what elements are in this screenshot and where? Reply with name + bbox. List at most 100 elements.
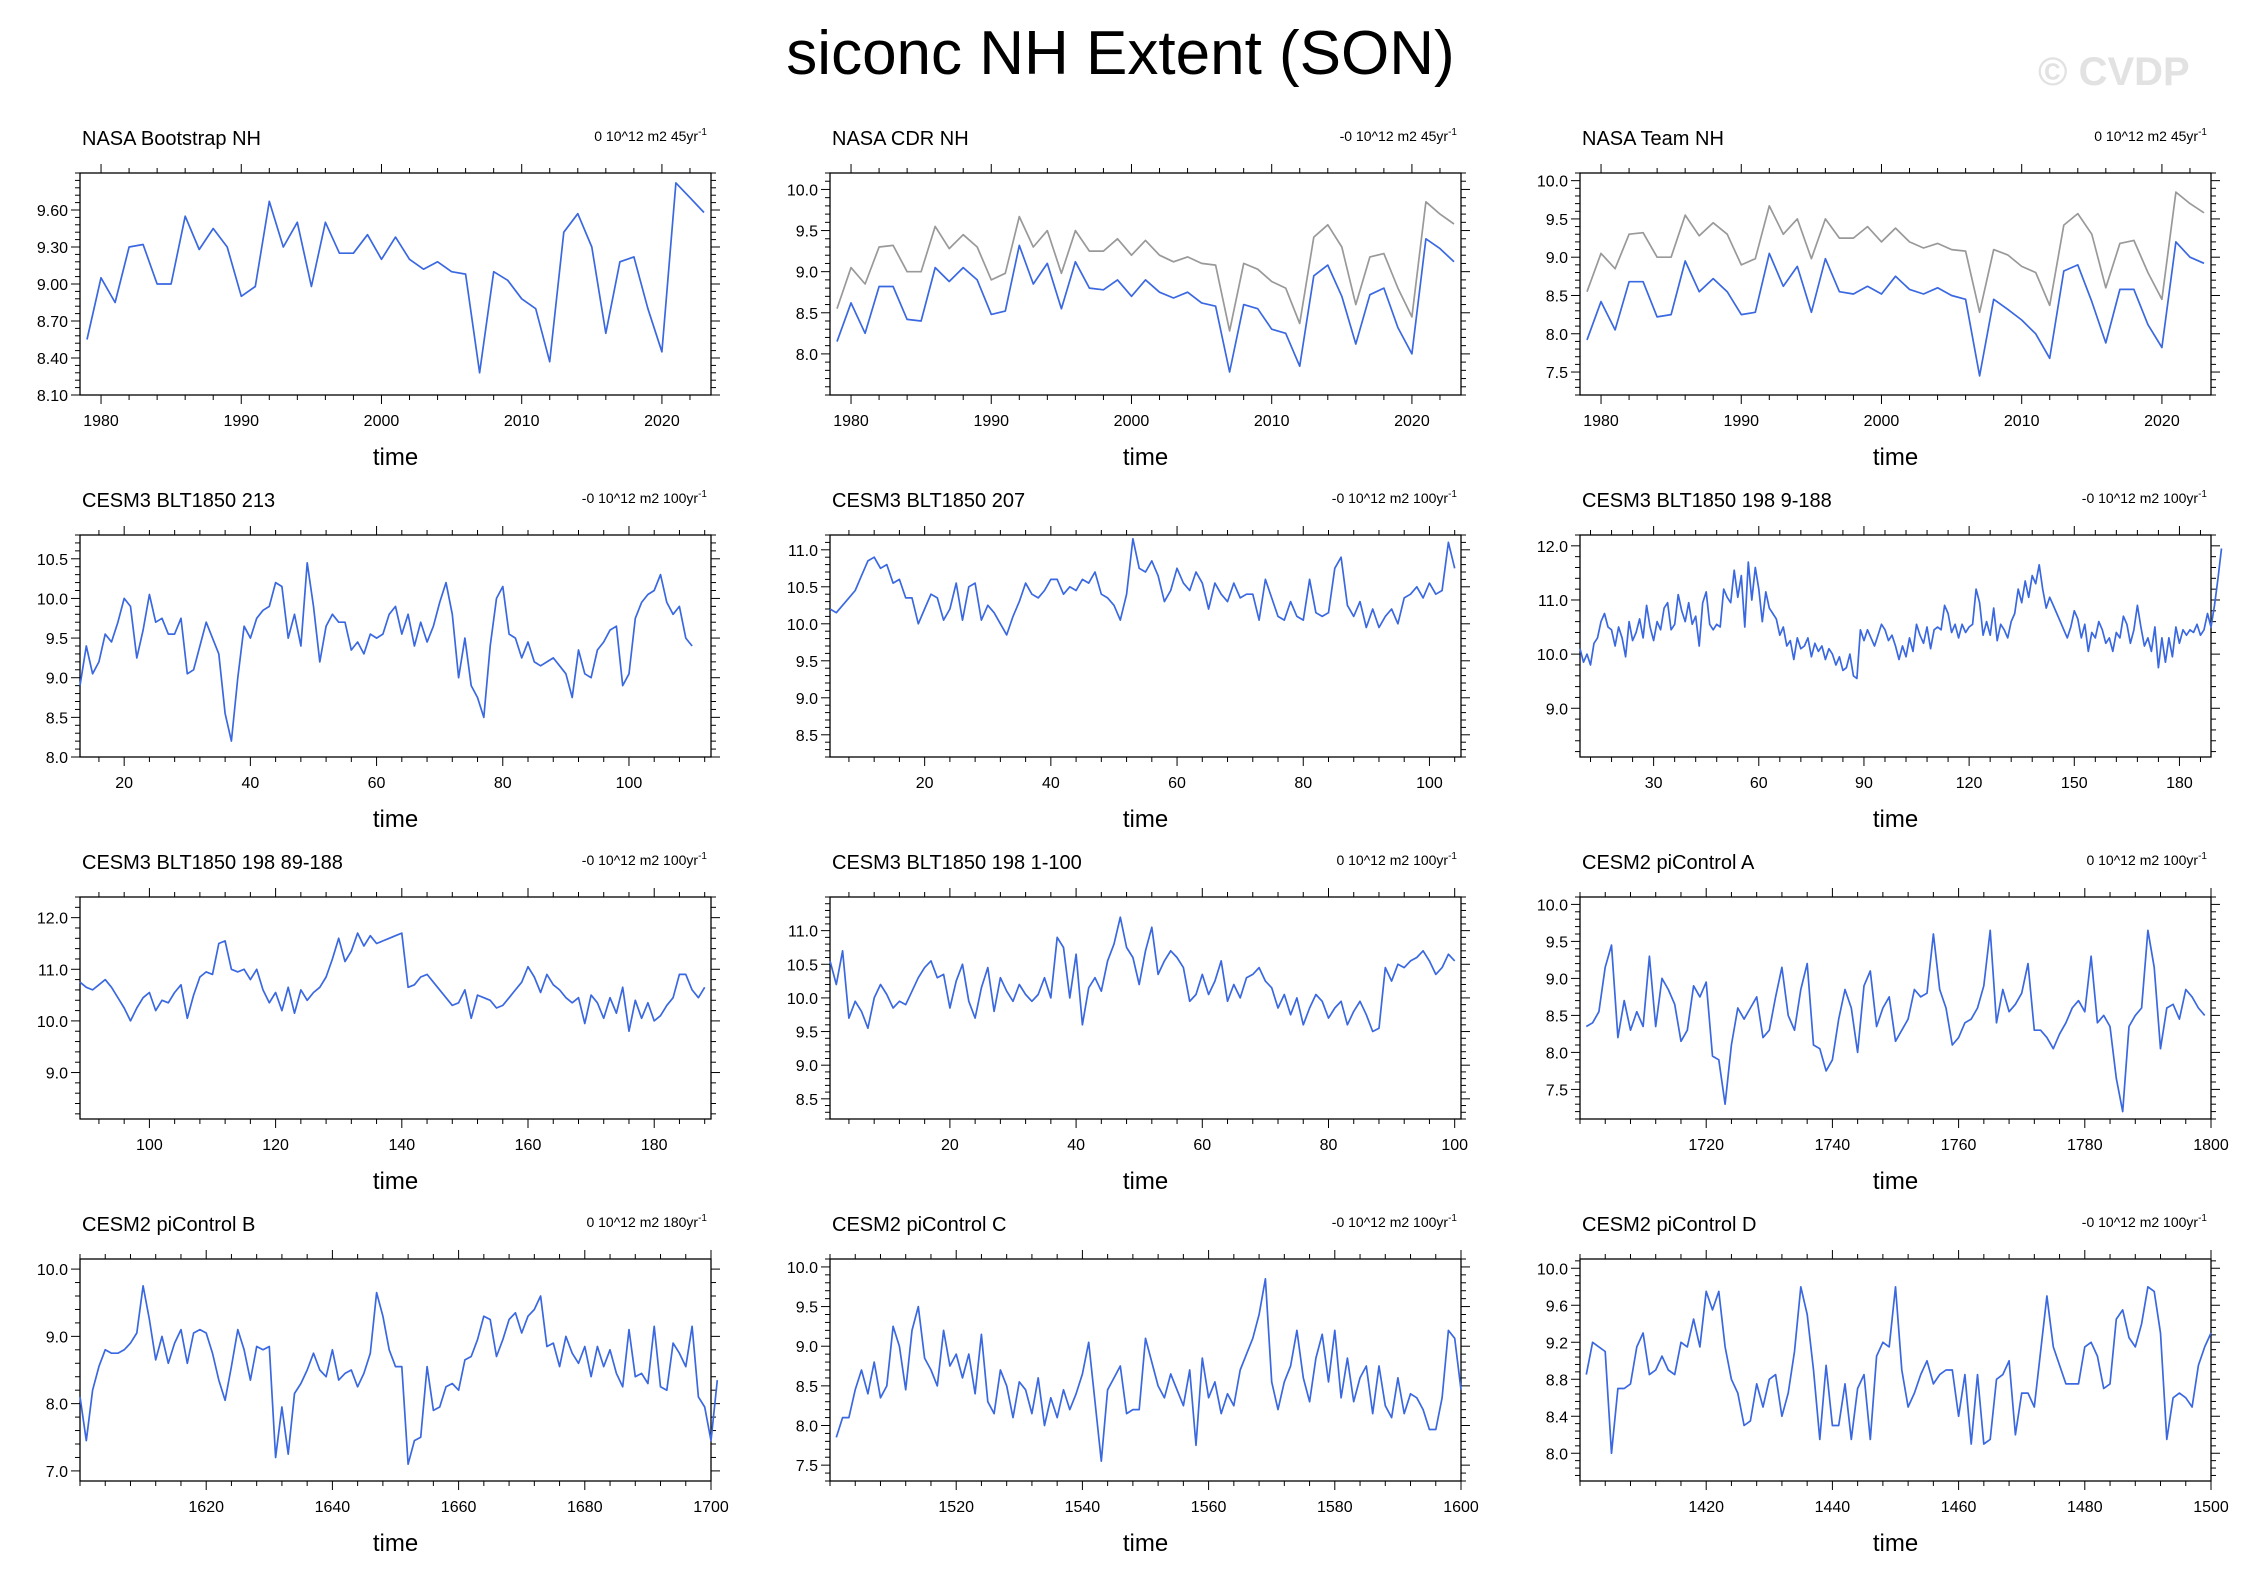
y-tick-label: 7.5 <box>796 1458 818 1475</box>
x-tick-label: 150 <box>2061 775 2088 792</box>
x-axis-label: time <box>373 806 418 833</box>
y-tick-label: 8.40 <box>37 351 68 368</box>
x-tick-label: 1660 <box>441 1499 477 1516</box>
x-tick-label: 1800 <box>2193 1137 2229 1154</box>
panel-4: CESM3 BLT1850 213 -0 10^12 m2 100yr-1 20 40… <box>37 489 720 833</box>
series-line <box>79 561 693 742</box>
panel-title: CESM2 piControl A <box>1582 852 1755 874</box>
x-tick-label: 1480 <box>2067 1499 2103 1516</box>
panel-title: NASA CDR NH <box>832 128 969 150</box>
x-tick-label: 2020 <box>644 413 680 430</box>
x-tick-label: 1980 <box>1583 413 1619 430</box>
trend-label: -0 10^12 m2 100yr-1 <box>1332 489 1458 506</box>
y-tick-label: 9.0 <box>1546 250 1568 267</box>
x-tick-label: 20 <box>916 775 934 792</box>
x-tick-label: 1640 <box>315 1499 351 1516</box>
y-tick-label: 8.5 <box>1546 1008 1568 1025</box>
x-tick-label: 1460 <box>1941 1499 1977 1516</box>
panel-8: CESM3 BLT1850 198 1-100 0 10^12 m2 100yr-… <box>787 851 1470 1195</box>
y-tick-label: 8.0 <box>46 750 68 767</box>
x-tick-label: 1720 <box>1688 1137 1724 1154</box>
series-line <box>79 1285 719 1466</box>
x-tick-label: 80 <box>1294 775 1312 792</box>
x-tick-label: 100 <box>136 1137 163 1154</box>
y-tick-label: 9.30 <box>37 240 68 257</box>
y-tick-label: 10.0 <box>37 591 68 608</box>
x-tick-label: 120 <box>1956 775 1983 792</box>
x-tick-label: 2010 <box>1254 413 1290 430</box>
watermark: © CVDP <box>2038 50 2190 94</box>
plot-frame <box>829 534 1462 758</box>
y-tick-label: 12.0 <box>1537 539 1568 556</box>
panel-1: NASA Bootstrap NH 0 10^12 m2 45yr-1 1980 19… <box>37 127 720 471</box>
y-tick-label: 10.5 <box>787 957 818 974</box>
y-tick-label: 9.00 <box>37 277 68 294</box>
series-line <box>1585 929 2206 1113</box>
x-axis-label: time <box>1123 1168 1168 1195</box>
x-tick-label: 1990 <box>1723 413 1759 430</box>
x-tick-label: 1420 <box>1688 1499 1724 1516</box>
y-tick-label: 9.6 <box>1546 1298 1568 1315</box>
y-tick-label: 11.0 <box>1538 593 1568 610</box>
x-tick-label: 40 <box>1067 1137 1085 1154</box>
y-tick-label: 8.5 <box>796 728 818 745</box>
y-tick-label: 10.0 <box>37 1262 68 1279</box>
x-tick-label: 1980 <box>83 413 119 430</box>
x-tick-label: 1980 <box>833 413 869 430</box>
x-tick-label: 80 <box>494 775 512 792</box>
y-tick-label: 10.0 <box>1537 897 1568 914</box>
series-line <box>1579 548 2223 680</box>
x-tick-label: 20 <box>941 1137 959 1154</box>
x-tick-label: 1500 <box>2193 1499 2229 1516</box>
x-tick-label: 1620 <box>188 1499 224 1516</box>
x-tick-label: 1560 <box>1191 1499 1227 1516</box>
y-tick-label: 10.0 <box>787 617 818 634</box>
x-tick-label: 2020 <box>1394 413 1430 430</box>
trend-label: -0 10^12 m2 100yr-1 <box>2082 489 2208 506</box>
y-tick-label: 10.0 <box>787 1260 818 1277</box>
x-tick-label: 2000 <box>364 413 400 430</box>
y-tick-label: 9.5 <box>46 631 68 648</box>
x-tick-label: 1580 <box>1317 1499 1353 1516</box>
panel-title: CESM3 BLT1850 213 <box>82 490 275 512</box>
x-tick-label: 30 <box>1645 775 1663 792</box>
x-tick-label: 40 <box>241 775 259 792</box>
x-tick-label: 1440 <box>1815 1499 1851 1516</box>
x-axis-label: time <box>1873 444 1918 471</box>
series-line <box>86 182 705 374</box>
y-tick-label: 8.5 <box>46 710 68 727</box>
x-tick-label: 1760 <box>1941 1137 1977 1154</box>
panel-2: NASA CDR NH -0 10^12 m2 45yr-1 1980 1990 200… <box>787 127 1470 471</box>
y-tick-label: 8.0 <box>1546 1446 1568 1463</box>
x-tick-label: 60 <box>1750 775 1768 792</box>
y-tick-label: 8.5 <box>796 1092 818 1109</box>
y-tick-label: 7.5 <box>1546 365 1568 382</box>
x-tick-label: 160 <box>515 1137 542 1154</box>
series-line <box>829 537 1456 636</box>
y-tick-label: 9.5 <box>796 1025 818 1042</box>
y-tick-label: 9.0 <box>796 265 818 282</box>
plot-frame <box>1579 534 2212 758</box>
y-tick-label: 9.60 <box>37 203 68 220</box>
x-tick-label: 1990 <box>973 413 1009 430</box>
x-axis-label: time <box>373 444 418 471</box>
series-line <box>836 237 1455 373</box>
x-tick-label: 1520 <box>938 1499 974 1516</box>
plot-frame <box>1579 172 2212 396</box>
panel-title: CESM2 piControl B <box>82 1214 255 1236</box>
y-tick-label: 9.5 <box>1546 934 1568 951</box>
panel-5: CESM3 BLT1850 207 -0 10^12 m2 100yr-1 20 40… <box>787 489 1470 833</box>
trend-label: 0 10^12 m2 100yr-1 <box>1336 851 1457 868</box>
panel-7: CESM3 BLT1850 198 89-188 -0 10^12 m2 100y… <box>37 851 720 1195</box>
x-tick-label: 60 <box>1168 775 1186 792</box>
y-tick-label: 11.0 <box>38 962 68 979</box>
y-tick-label: 10.5 <box>787 580 818 597</box>
chart-title: siconc NH Extent (SON) <box>786 19 1455 88</box>
y-tick-label: 10.5 <box>37 552 68 569</box>
panel-title: CESM2 piControl D <box>1582 1214 1757 1236</box>
y-tick-label: 10.0 <box>37 1014 68 1031</box>
y-tick-label: 8.5 <box>1546 288 1568 305</box>
y-tick-label: 9.0 <box>46 671 68 688</box>
series-line <box>1585 1285 2212 1455</box>
